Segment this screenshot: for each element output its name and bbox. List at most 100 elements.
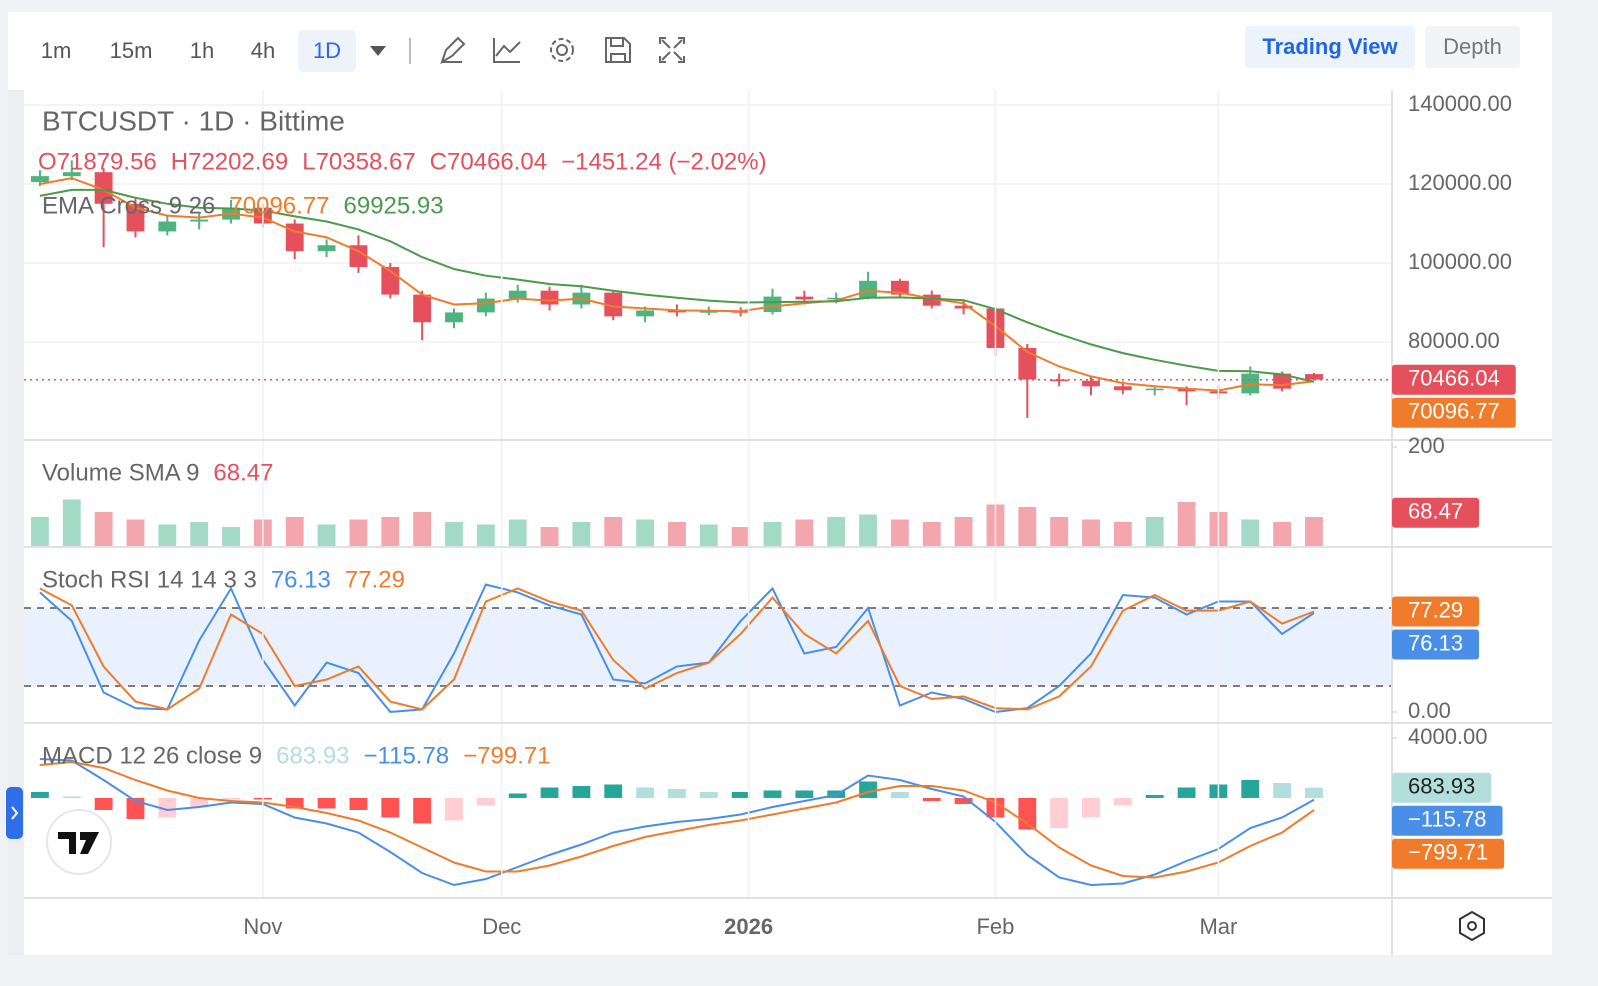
settings-button-dot: [1467, 921, 1477, 931]
interval-button[interactable]: 1m: [41, 38, 72, 63]
volume-bar: [699, 524, 718, 547]
view-tab[interactable]: Trading View: [1262, 34, 1398, 59]
axis-tag: [1392, 629, 1480, 660]
volume-bar: [349, 519, 368, 547]
macd-histogram: [222, 797, 240, 800]
legend-text: 77.29: [345, 566, 405, 593]
logo-mark: [58, 832, 99, 854]
draw-icon[interactable]: [440, 36, 466, 65]
macd-histogram: [317, 797, 336, 809]
sidebar-tab[interactable]: [6, 787, 23, 839]
interval-selected-bg: [298, 30, 356, 72]
candle-body: [954, 305, 973, 309]
volume-bar: [795, 519, 814, 547]
legend-text: −799.71: [463, 742, 550, 769]
settings-icon[interactable]: [556, 44, 568, 56]
settings-button[interactable]: [1459, 910, 1485, 942]
candle-body: [604, 292, 623, 317]
x-tick-label: Mar: [1199, 914, 1237, 939]
candle-body: [158, 221, 177, 232]
axis-tag: [1392, 772, 1492, 803]
interval-dropdown[interactable]: [370, 46, 386, 56]
macd-line: [39, 760, 1315, 879]
volume-bar: [1018, 507, 1037, 547]
stoch-line: [39, 587, 1315, 711]
candle-body: [795, 296, 814, 300]
fullscreen-icon[interactable]: [659, 37, 685, 63]
macd-histogram: [1113, 797, 1132, 806]
macd-histogram: [381, 797, 400, 818]
volume-bar: [1113, 522, 1132, 547]
volume-bar: [954, 517, 973, 547]
view-tab[interactable]: Depth: [1443, 34, 1502, 59]
candle-body: [763, 296, 782, 313]
logo-badge[interactable]: [46, 809, 112, 875]
interval-button[interactable]: 15m: [110, 38, 153, 63]
volume-bar: [222, 527, 240, 547]
volume-bar: [285, 517, 304, 547]
volume-bar: [1082, 519, 1100, 547]
legend-text: 68.47: [213, 459, 273, 486]
volume-bar: [1273, 522, 1292, 547]
macd-histogram: [540, 787, 559, 798]
volume-bar: [317, 524, 336, 547]
volume-bar: [1177, 502, 1196, 547]
volume-bar: [158, 524, 177, 547]
y-tick-label: 4000.00: [1408, 724, 1488, 749]
legend-text: Volume SMA 9: [42, 459, 199, 486]
macd-histogram: [795, 790, 814, 798]
candle-body: [890, 280, 909, 295]
legend-text: H72202.69: [171, 148, 288, 175]
macd-histogram: [1241, 779, 1260, 798]
y-tick-label: 80000.00: [1408, 328, 1500, 353]
volume-bar: [381, 517, 400, 547]
axis-tag-label: 70466.04: [1408, 366, 1500, 391]
save-icon[interactable]: [605, 37, 631, 63]
volume-bar: [604, 517, 623, 547]
axis-tag-label: 70096.77: [1408, 399, 1500, 424]
candle-body: [1113, 386, 1132, 391]
volume-bar: [190, 522, 209, 547]
macd-histogram: [604, 784, 623, 798]
interval-button[interactable]: 1h: [190, 38, 214, 63]
macd-histogram: [508, 793, 527, 798]
macd-histogram: [1305, 787, 1323, 798]
legend-text: O71879.56: [38, 148, 157, 175]
legend-text: 70096.77: [229, 192, 329, 219]
volume-bar: [922, 522, 941, 547]
view-tab-bg[interactable]: [1245, 26, 1415, 68]
macd-line: [39, 758, 1315, 887]
interval-button[interactable]: 1D: [313, 38, 341, 63]
stoch-line: [39, 583, 1315, 714]
volume-bar: [1050, 517, 1069, 547]
volume-bar: [31, 517, 49, 547]
macd-histogram: [699, 791, 718, 798]
legend-text: EMA Cross 9 26: [42, 192, 215, 219]
pane-0: [24, 104, 1392, 418]
legend-text: 683.93: [276, 742, 349, 769]
y-tick-label: 140000.00: [1408, 91, 1512, 116]
indicator-icon[interactable]: [493, 38, 521, 63]
axis-tag-label: 77.29: [1408, 597, 1463, 622]
volume-bar: [445, 522, 463, 547]
volume-bar: [572, 522, 591, 547]
macd-histogram: [349, 797, 368, 810]
y-tick-label: 120000.00: [1408, 170, 1512, 195]
axis-tag: [1392, 596, 1480, 627]
macd-histogram: [1082, 797, 1100, 818]
candle-body: [413, 294, 432, 323]
candle-body: [1145, 388, 1164, 391]
candle-body: [190, 219, 209, 222]
view-tab-bg[interactable]: [1425, 26, 1520, 68]
macd-histogram: [31, 791, 49, 798]
volume-bar: [62, 499, 81, 547]
macd-histogram: [668, 788, 686, 798]
macd-histogram: [1050, 797, 1069, 828]
legend-text: C70466.04: [430, 148, 547, 175]
interval-button[interactable]: 4h: [251, 38, 275, 63]
candle-body: [540, 290, 559, 305]
settings-icon-ring[interactable]: [550, 38, 574, 62]
axis-tag-label: −115.78: [1408, 807, 1487, 832]
macd-histogram: [476, 797, 495, 806]
axis-tag-label: 68.47: [1408, 499, 1463, 524]
